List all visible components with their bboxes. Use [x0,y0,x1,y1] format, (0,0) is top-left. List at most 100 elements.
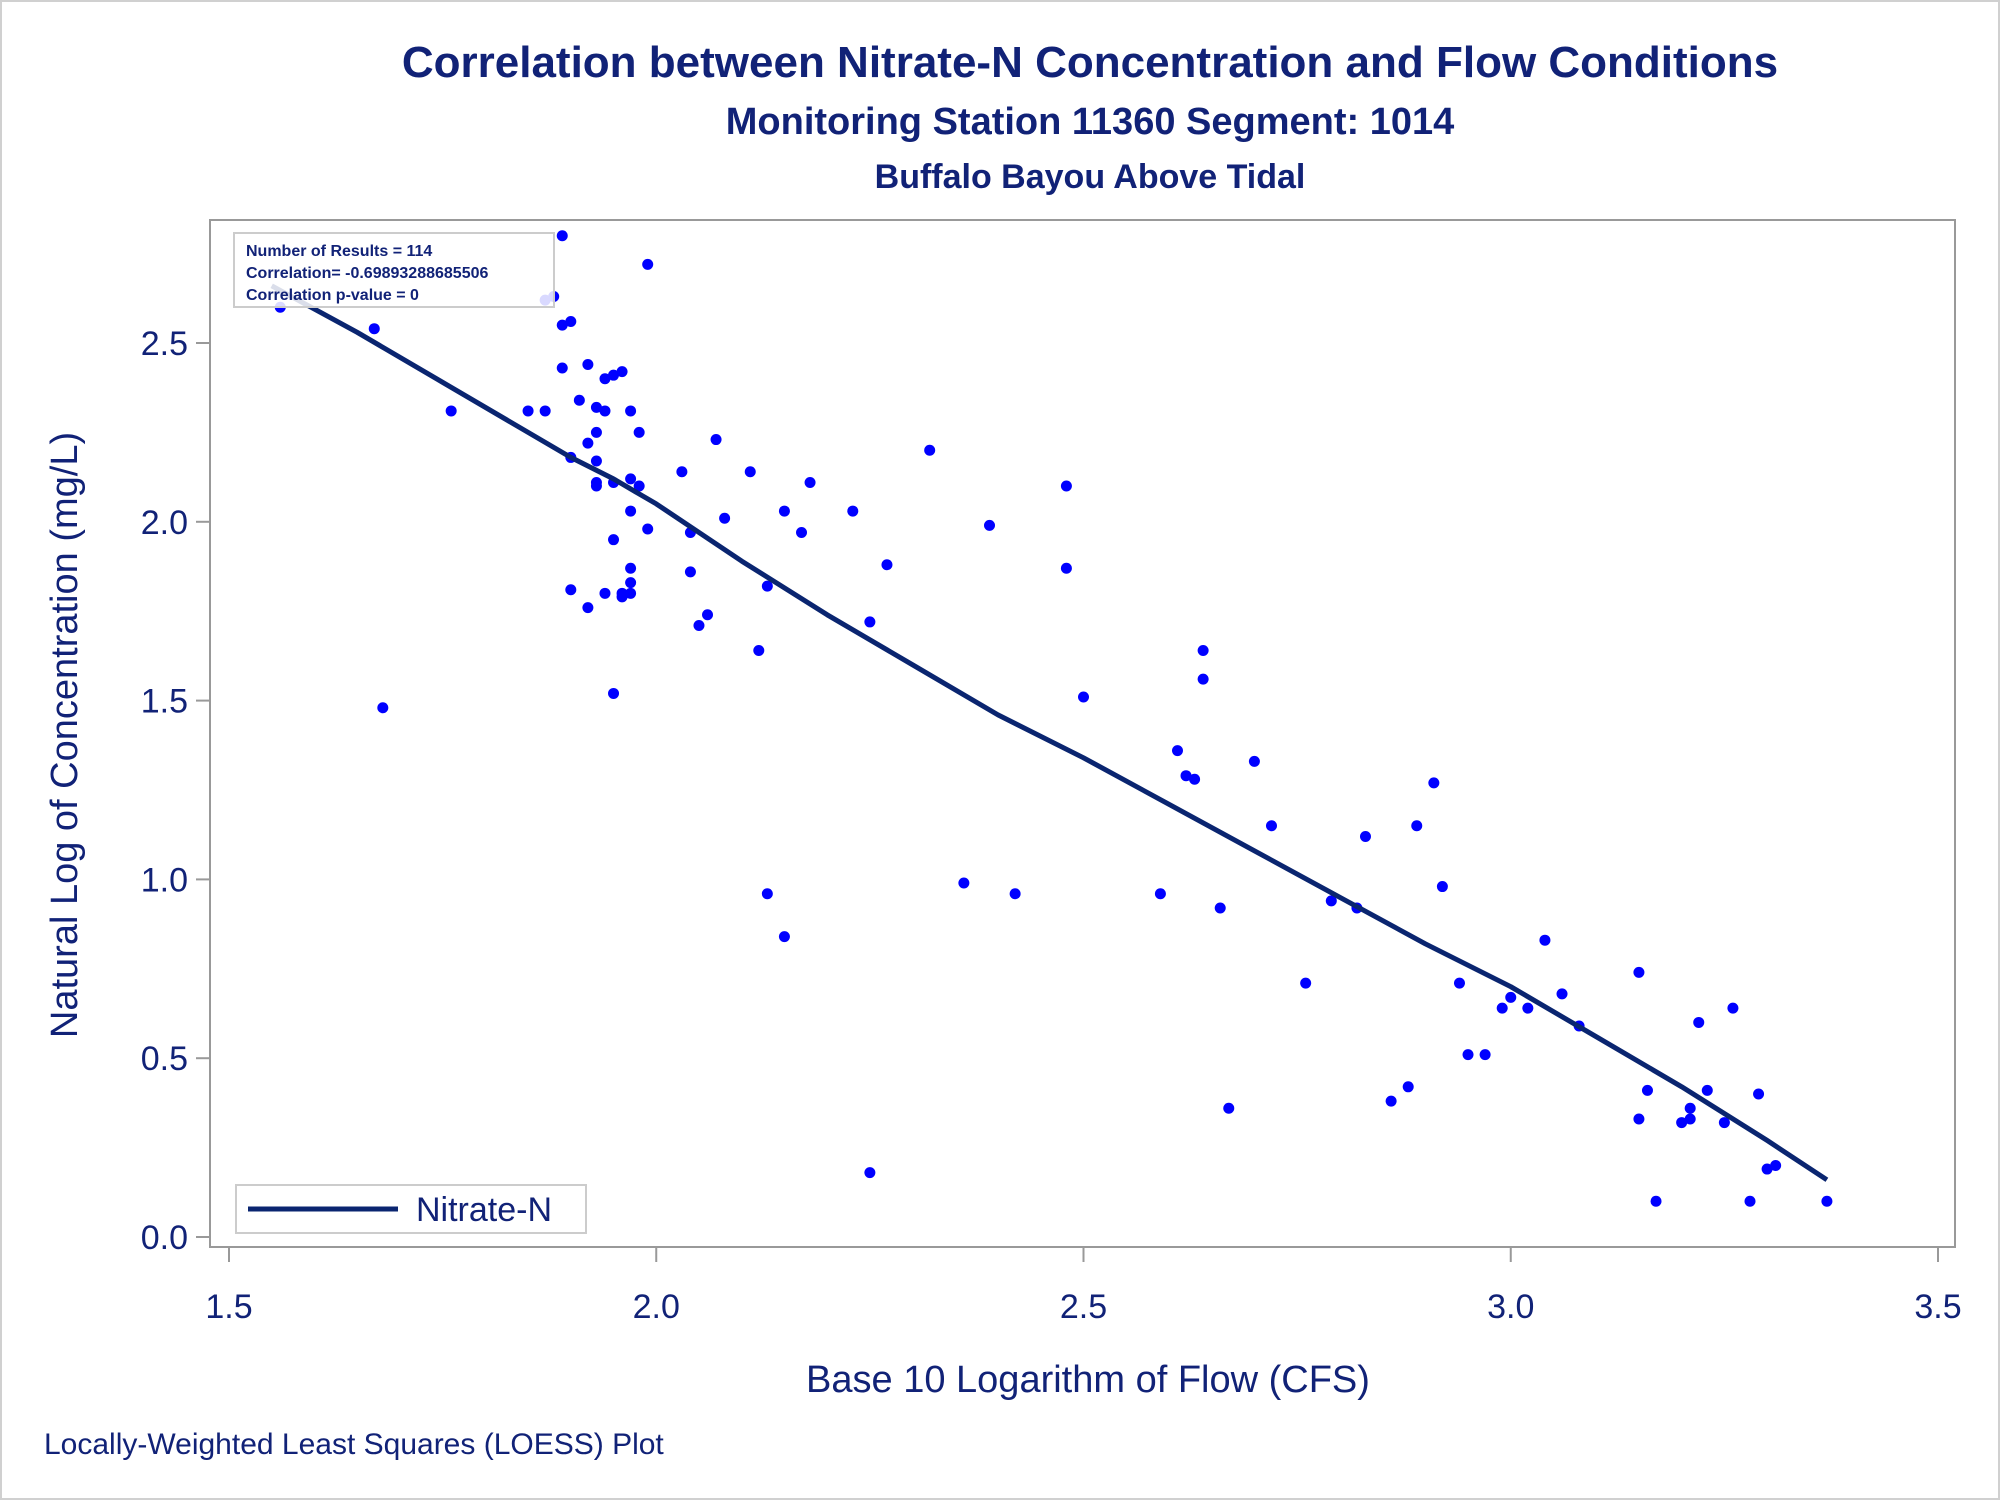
data-point [556,230,568,242]
data-point [1385,1095,1397,1107]
data-point [625,505,637,517]
data-point [573,394,585,406]
data-point [744,466,756,478]
data-point [710,434,722,446]
y-tick-label: 1.5 [141,683,188,721]
data-point [1436,881,1448,893]
data-point [556,362,568,374]
data-point [599,373,611,385]
data-point [1633,1113,1645,1125]
y-axis: 0.0 0.5 1.0 1.5 2.0 2.5 [141,325,210,1257]
data-point [590,480,602,492]
data-point [565,316,577,328]
data-point [864,1167,876,1179]
stats-n-results: Number of Results = 114 [246,243,432,260]
data-point [633,426,645,438]
data-point [778,931,790,943]
legend: Nitrate-N [235,1184,587,1234]
chart-subtitle-2: Buffalo Bayou Above Tidal [874,158,1306,196]
data-point [625,587,637,599]
x-axis-label: Base 10 Logarithm of Flow (CFS) [806,1359,1370,1401]
data-point [1402,1081,1414,1093]
data-point [778,505,790,517]
data-point [642,258,654,270]
data-point [1462,1049,1474,1061]
data-point [1223,1102,1235,1114]
data-point [1650,1195,1662,1207]
data-point [616,366,628,378]
stats-box: Number of Results = 114 Correlation= -0.… [233,232,555,308]
y-axis-label: Natural Log of Concentration (mg/L) [44,432,86,1038]
data-point [625,405,637,417]
data-point [1539,934,1551,946]
chart-subtitle: Monitoring Station 11360 Segment: 1014 [725,101,1455,143]
data-point [608,369,620,381]
data-point [924,444,936,456]
data-point [1505,991,1517,1003]
data-point [1727,1002,1739,1014]
x-tick-label: 3.0 [1487,1288,1534,1326]
data-point [753,645,765,657]
data-point [1411,820,1423,832]
data-point [625,473,637,485]
data-point [1761,1163,1773,1175]
data-point [445,405,457,417]
legend-label: Nitrate-N [416,1191,552,1229]
data-point [1718,1117,1730,1129]
data-point [590,401,602,413]
data-point [633,480,645,492]
y-tick-label: 0.5 [141,1040,188,1078]
data-point [1265,820,1277,832]
data-point [565,584,577,596]
x-axis: 1.5 2.0 2.5 3.0 3.5 [205,1247,1962,1326]
data-point [1248,755,1260,767]
data-point [368,323,380,335]
data-point [719,512,731,524]
data-point [1009,888,1021,900]
data-point [847,505,859,517]
x-tick-label: 2.5 [1060,1288,1107,1326]
data-point [761,580,773,592]
data-point [608,687,620,699]
stats-correlation: Correlation= -0.69893288685506 [246,265,488,282]
data-point [804,476,816,488]
data-point [864,616,876,628]
data-point [582,602,594,614]
data-point [582,358,594,370]
y-tick-label: 2.5 [141,325,188,363]
data-point [693,620,705,632]
y-tick-label: 0.0 [141,1219,188,1257]
data-point [684,566,696,578]
data-point [1453,977,1465,989]
data-point [1522,1002,1534,1014]
x-tick-label: 1.5 [205,1288,252,1326]
stats-p-value: Correlation p-value = 0 [246,287,419,304]
data-point [599,405,611,417]
data-point [1180,770,1192,782]
data-point [1325,895,1337,907]
y-tick-label: 2.0 [141,504,188,542]
data-point [1428,777,1440,789]
data-point [642,523,654,535]
data-point [1359,830,1371,842]
data-point [1078,691,1089,703]
data-point [1060,562,1072,574]
data-point [1693,1016,1705,1028]
data-point [590,426,602,438]
y-tick-label: 1.0 [141,861,188,899]
data-point [1753,1088,1765,1100]
data-point [958,877,970,889]
footnote: Locally-Weighted Least Squares (LOESS) P… [44,1428,664,1461]
data-point [676,466,688,478]
data-point [582,437,594,449]
data-point [1197,673,1209,685]
data-point [1556,988,1568,1000]
data-point [1633,966,1645,978]
data-point [1171,745,1183,757]
data-point [761,888,773,900]
data-point [522,405,534,417]
data-point [1821,1195,1833,1207]
data-point [539,405,551,417]
data-point [1684,1102,1696,1114]
data-point [608,534,620,546]
